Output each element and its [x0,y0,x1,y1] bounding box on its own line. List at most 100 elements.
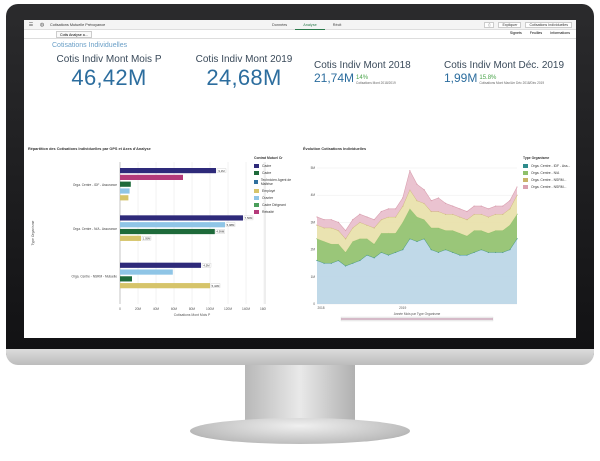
bar-scrollbar [264,162,266,304]
area-series [317,170,517,239]
app-topbar: ☰ ◍ Cotisations Mutuelle Prévoyance Donn… [24,20,576,30]
bar-chart[interactable]: 0 20M 40M 60M 80M 100M 120M 140M 160M Cotisations… [28,154,266,322]
tab-donnees[interactable]: Données [272,23,288,27]
area-legend-swatch [523,185,528,189]
kpi-4[interactable]: Cotis Indiv Mont Déc. 2019 1,99M 15.8% C… [444,60,572,85]
bar-category-label: Orga. Centre - N/A - Assurance [73,227,117,231]
bar-chart-legend: Contrat Mutuel Cr Cadre Cadre Technicien A… [254,156,294,217]
bar [120,222,225,228]
area-point [337,221,340,223]
area-chart-legend: Type Organisme Orga. Centre - IDF - Ass.… [523,156,573,192]
area-chart[interactable]: 0 1M 2M 3M 4M 5M 2018 2019 Année Mois par Type O… [303,154,521,322]
bar-legend-item[interactable]: Cadre Dirigeant [254,203,294,207]
bar-legend-swatch [254,171,259,175]
bar-legend-item[interactable]: Ouvrier [254,196,294,200]
area-chart-title: Évolution Cotisations Individuelles [303,147,367,151]
bar-category-label: Orga. Centre - IDF - Assurance [73,183,117,187]
bar-legend-label: Employé [262,189,276,193]
bar-legend-swatch [254,210,259,214]
bookmarks-button[interactable]: Signets [509,31,522,35]
bar-value-box [210,283,221,288]
sheet-title: Cotisations Individuelles [52,42,128,49]
area-point [509,200,511,202]
bar-value-label: 5,42M [212,284,220,288]
area-series [317,208,517,266]
area-legend-item[interactable]: Orga. Centre - N/A [523,171,573,175]
bar-legend-swatch [254,203,259,207]
area-y-tick: 2M [311,248,316,252]
area-point [516,186,518,188]
current-sheet-tab[interactable]: Cotis Analyse a... [56,30,92,38]
area-point [466,210,468,213]
bar-value-label: 5,98M [227,223,235,227]
bar-x-label: Cotisations Mont Mois P [174,313,211,317]
bar-value-box [215,229,225,234]
bar-legend-item[interactable]: Cadre [254,171,294,175]
sheets-button[interactable]: Feuilles [529,31,543,35]
area-point [444,202,447,204]
mode-tabs: Données Analyse Récit [264,20,349,30]
bar-chart-title: Répartition des Cotisations Individuelle… [28,147,151,151]
monitor-stand-base [190,418,410,444]
bar-value-box [201,263,212,268]
area-point [487,208,490,210]
area-series [317,189,517,253]
bar-legend-swatch [254,189,259,193]
area-point [502,205,504,207]
bar-legend-item[interactable]: Employé [254,189,294,193]
bar [120,168,216,174]
explain-button[interactable]: Expliquer [498,22,522,28]
bar-value-box [225,222,236,227]
details-button[interactable]: Informations [550,31,570,35]
tab-analyse[interactable]: Analyse [295,20,325,30]
area-point [344,251,347,253]
bar-value-label: 9,1M [218,169,225,173]
kpi-1[interactable]: Cotis Indiv Mont Mois P 46,42M [44,54,174,91]
monitor-stand-neck [245,365,355,421]
area-legend-swatch [523,178,528,182]
bar-legend-item[interactable]: Retraité [254,210,294,214]
area-y-tick: 3M [311,220,316,224]
bar [120,262,201,268]
area-legend-item[interactable]: Orga. Centre - NSRM... [523,185,573,189]
bar-legend-label: Ouvrier [262,196,274,200]
tab-recit[interactable]: Récit [332,23,342,27]
kpi-2[interactable]: Cotis Indiv Mont 2019 24,68M [179,54,309,91]
bar-value-box [243,215,254,221]
kpi-3-compare: Cotisations Mont 2018/2019 [356,81,396,85]
bar [120,195,129,201]
secbar-right: Signets Feuilles Informations [510,31,570,35]
area-point [366,216,368,218]
area-legend-item[interactable]: Orga. Centre - IDF - Ass... [523,164,573,168]
bar-legend-item[interactable]: Cadre [254,164,294,168]
area-point [409,170,411,172]
area-point [402,197,404,199]
sheet-selector[interactable]: Cotisations Individuelles [525,22,572,28]
kpi-4-value: 1,99M [444,71,478,85]
bar [120,181,131,187]
area-point [416,183,418,185]
bar-y-label: Type Organisme [31,220,35,245]
area-y-tick: 4M [311,193,316,197]
area-point [344,238,347,240]
menu-icon[interactable]: ☰ [28,21,34,28]
bar-legend-label: Retraité [262,210,274,214]
device-icon[interactable]: ▯ [484,22,495,28]
bar [120,228,215,235]
area-legend-item[interactable]: Orga. Centre - NSRM... [523,178,573,182]
area-x-tick: 2018 [317,306,324,310]
bar-x-tick: 160M [260,307,266,311]
area-point [480,205,482,207]
area-point [437,197,440,199]
area-point [323,219,325,221]
bar-value-label: 1,05M [143,237,151,241]
area-x-tick: 2019 [399,306,406,310]
kpi-3[interactable]: Cotis Indiv Mont 2018 21,74M 14% Cotisat… [314,60,439,85]
area-point [344,229,347,232]
area-point [423,189,425,191]
kpi-3-percent: 14% [356,75,369,81]
kpi-4-title: Cotis Indiv Mont Déc. 2019 [444,60,565,71]
area-legend-swatch [523,164,528,168]
bar-legend-label: Technicien Agent de Maîtrise [260,178,292,186]
bar-legend-item[interactable]: Technicien Agent de Maîtrise [254,178,294,186]
